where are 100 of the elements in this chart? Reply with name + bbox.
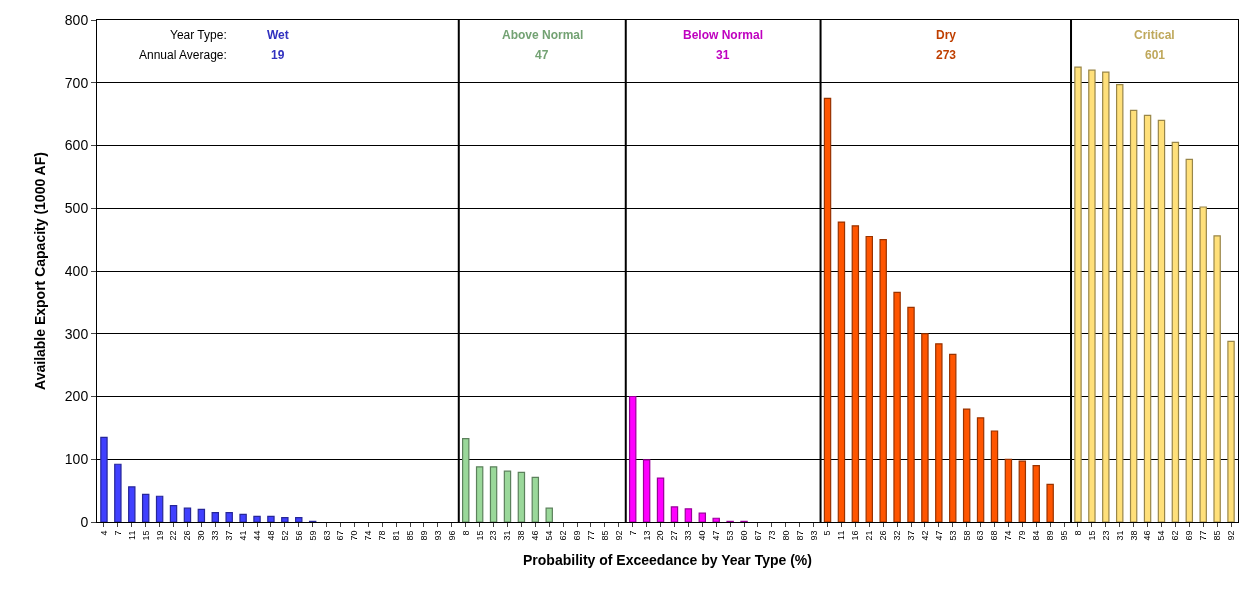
bar [879,239,887,522]
x-tick-label: 68 [989,530,1000,541]
x-tick-label: 46 [1142,530,1153,541]
x-tick-label: 53 [725,530,736,541]
bar [462,437,470,522]
bar [1102,71,1110,522]
x-tick-label: 26 [182,530,193,541]
x-tick-label: 54 [1156,530,1167,541]
text: Above Normal [502,28,584,42]
bar [114,463,122,522]
x-tick-label: 96 [446,530,457,541]
x-tick-label: 31 [502,530,513,541]
x-tick-label: 32 [892,530,903,541]
bar [531,476,540,522]
y-tick-label: 300 [64,325,89,342]
x-tick-label: 15 [140,530,151,541]
x-tick-label: 23 [488,530,499,541]
x-tick-label: 56 [293,530,304,541]
bar [1199,206,1207,522]
text: Critical [1134,28,1175,42]
bar [1088,69,1096,522]
x-tick-label: 26 [878,530,889,541]
x-tick-label: 13 [641,530,652,541]
x-tick-label: 33 [210,530,221,541]
x-tick-label: 62 [1170,530,1181,541]
x-tick-label: 89 [418,530,429,541]
bar [128,486,136,522]
bar [851,225,860,522]
y-tick-label: 400 [64,262,89,279]
bar [517,471,526,522]
x-tick-label: 22 [168,530,179,541]
bar [907,306,915,522]
annotation: 31 [716,48,730,62]
x-tick-label: 62 [558,530,569,541]
y-tick-label: 600 [64,137,89,154]
bar [893,291,901,522]
x-tick-label: 21 [864,530,875,541]
bar [1185,158,1194,522]
bar [628,395,637,522]
x-tick-label: 59 [307,530,318,541]
bar [503,470,512,522]
bar [155,495,164,522]
x-axis-title: Probability of Exceedance by Year Type (%) [523,551,812,568]
bar [1115,84,1124,522]
x-tick-label: 77 [585,530,596,541]
x-tick-label: 93 [808,530,819,541]
text: Wet [267,28,289,42]
x-tick-label: 16 [850,530,861,541]
x-tick-label: 19 [154,530,165,541]
bar [962,408,971,522]
x-tick-label: 53 [947,530,958,541]
x-tick-label: 23 [1100,530,1111,541]
x-tick-label: 69 [1184,530,1195,541]
bar [990,430,999,522]
x-tick-label: 67 [335,530,346,541]
bar [670,506,679,522]
x-tick-label: 52 [279,530,290,541]
bar [642,459,651,522]
y-tick-label: 200 [64,388,89,405]
x-tick-label: 70 [349,530,360,541]
x-tick-label: 92 [613,530,624,541]
bar [1171,141,1180,522]
x-tick-label: 77 [1198,530,1209,541]
x-tick-label: 27 [669,530,680,541]
text: Dry [936,28,957,42]
x-tick-label: 8 [1072,530,1083,536]
bar [1227,340,1235,522]
x-tick-label: 37 [224,530,235,541]
x-tick-label: 79 [1017,530,1028,541]
bar [211,511,220,522]
x-tick-label: 44 [251,530,262,541]
bar [267,515,275,522]
x-tick-label: 92 [1225,530,1236,541]
bar [1074,66,1082,522]
bar [865,235,873,522]
bar [489,466,498,522]
y-tick-label: 500 [64,200,89,217]
x-tick-label: 46 [530,530,541,541]
x-tick-label: 7 [112,530,123,536]
bar [295,517,303,522]
bar [1018,460,1027,522]
bar [1032,464,1040,522]
y-tick-label: 0 [80,513,89,530]
bar [183,507,192,522]
x-tick-label: 84 [1031,530,1042,541]
bar [1004,458,1013,522]
x-tick-label: 74 [1003,530,1014,541]
x-tick-label: 41 [238,530,249,541]
x-tick-label: 5 [822,530,833,536]
x-tick-label: 93 [432,530,443,541]
x-tick-label: 73 [766,530,777,541]
x-tick-label: 38 [516,530,527,541]
bar [837,221,846,522]
x-tick-label: 30 [196,530,207,541]
annotation: 601 [1145,48,1166,62]
x-tick-label: 89 [1045,530,1056,541]
x-tick-label: 47 [933,530,944,541]
bar [921,333,929,522]
x-tick-label: 8 [460,530,471,536]
bar [1143,114,1152,522]
